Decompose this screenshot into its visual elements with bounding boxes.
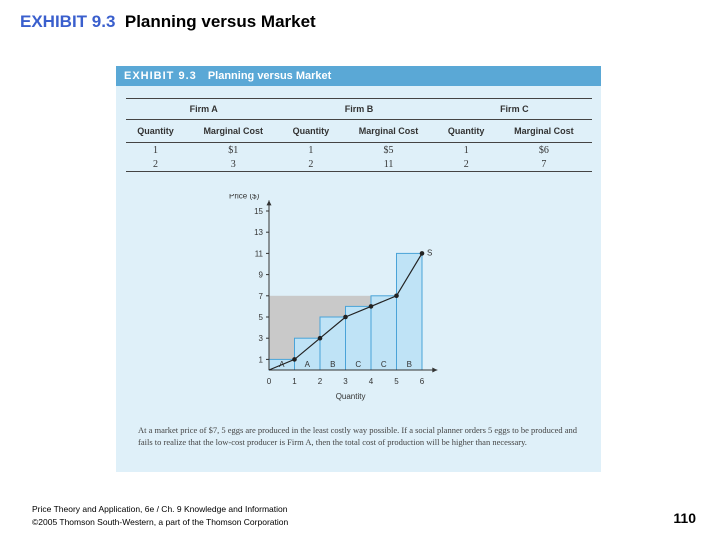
footer-line-1: Price Theory and Application, 6e / Ch. 9…	[32, 504, 288, 514]
page-number: 110	[673, 510, 696, 526]
table-cell: 2	[281, 157, 341, 172]
col-marginal-cost: Marginal Cost	[340, 119, 437, 143]
bar	[370, 295, 397, 371]
bar-firm-label: C	[381, 360, 387, 369]
table-cell: $6	[538, 144, 549, 156]
firm-a-header: Firm A	[126, 98, 282, 120]
y-tick-label: 9	[259, 271, 264, 280]
bar	[396, 252, 423, 371]
exhibit-header: EXHIBIT 9.3 Planning versus Market	[116, 66, 601, 86]
y-axis-arrow	[266, 200, 272, 206]
x-axis-label: Quantity	[336, 392, 366, 401]
supply-point	[292, 357, 297, 362]
firm-c-header: Firm C	[436, 98, 592, 120]
footer-line-2: ©2005 Thomson South-Western, a part of t…	[32, 517, 289, 527]
y-tick-label: 5	[259, 313, 264, 322]
table-cell: 1	[463, 144, 469, 156]
supply-point	[343, 314, 348, 320]
supply-point	[368, 304, 374, 309]
table-cell: 3	[185, 157, 282, 172]
table-cell: 2	[126, 157, 186, 172]
y-tick-label: 13	[254, 228, 263, 237]
slide-exhibit-number: EXHIBIT 9.3	[20, 12, 116, 31]
x-tick-label: 4	[369, 377, 374, 386]
firm-b-header: Firm B	[281, 98, 437, 120]
table-row: 1 $1 1 $5 1 $6	[126, 143, 592, 158]
x-axis-arrow	[432, 367, 438, 373]
table-row: 2 3 2 11 2 7	[126, 157, 592, 172]
col-quantity: Quantity	[126, 119, 186, 143]
y-axis-label: Price ($)	[229, 194, 260, 200]
x-tick-label: 6	[420, 377, 425, 386]
bar-firm-label: A	[305, 360, 311, 369]
bar-firm-label: B	[407, 360, 412, 369]
table-cell: 1	[153, 144, 159, 156]
y-tick-label: 15	[254, 207, 263, 216]
col-marginal-cost: Marginal Cost	[495, 119, 592, 143]
col-marginal-cost: Marginal Cost	[185, 119, 282, 143]
supply-point	[419, 251, 425, 256]
x-tick-label: 3	[343, 377, 348, 386]
marginal-cost-table: Firm A Firm B Firm C Quantity Marginal C…	[126, 98, 592, 172]
y-tick-label: 1	[259, 355, 264, 364]
bar-firm-label: C	[355, 360, 361, 369]
x-tick-label: 5	[394, 377, 399, 386]
table-cell: 7	[495, 157, 592, 172]
exhibit-caption: At a market price of $7, 5 eggs are prod…	[138, 425, 578, 447]
y-tick-label: 3	[259, 334, 264, 343]
table-cell: 2	[436, 157, 496, 172]
bar-firm-label: B	[330, 360, 335, 369]
slide-title: EXHIBIT 9.3 Planning versus Market	[20, 12, 316, 32]
y-tick-label: 11	[255, 249, 264, 258]
x-tick-label: 2	[318, 377, 323, 386]
table-cell: 11	[340, 157, 437, 172]
col-quantity: Quantity	[281, 119, 341, 143]
exhibit-title: Planning versus Market	[207, 70, 332, 82]
slide-footer: Price Theory and Application, 6e / Ch. 9…	[32, 503, 288, 529]
col-quantity: Quantity	[436, 119, 496, 143]
table-cell: 1	[308, 144, 314, 156]
slide-title-text: Planning versus Market	[124, 12, 316, 31]
y-tick-label: 7	[259, 292, 264, 301]
table-cell: $1	[228, 144, 239, 156]
exhibit-panel: EXHIBIT 9.3 Planning versus Market Firm …	[116, 66, 601, 472]
x-tick-label: 0	[267, 377, 272, 386]
supply-curve-label: S	[427, 248, 432, 257]
supply-point	[317, 335, 323, 341]
x-tick-label: 1	[292, 377, 297, 386]
supply-point	[394, 293, 399, 299]
bar	[345, 305, 372, 371]
table-cell: $5	[383, 144, 394, 156]
exhibit-label: EXHIBIT 9.3	[124, 70, 197, 82]
